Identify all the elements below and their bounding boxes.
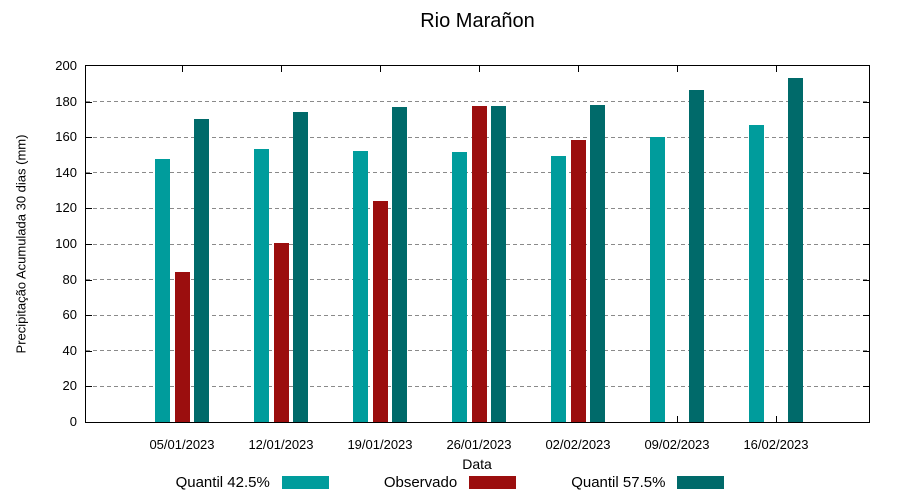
gridline xyxy=(86,101,869,103)
bar-quantil-57-5 xyxy=(689,90,704,422)
legend: Quantil 42.5% Observado Quantil 57.5% xyxy=(0,474,900,491)
bar-quantil-42-5 xyxy=(155,159,170,422)
bar-quantil-57-5 xyxy=(194,119,209,422)
y-tick-mark xyxy=(86,172,92,174)
y-tick-label: 120 xyxy=(55,200,77,216)
bar-quantil-57-5 xyxy=(788,78,803,422)
legend-item-quantil-57-5: Quantil 57.5% xyxy=(571,474,725,491)
x-tick-label: 26/01/2023 xyxy=(446,437,512,452)
legend-swatch-observado xyxy=(469,476,517,489)
legend-swatch-quantil-57-5 xyxy=(677,476,725,489)
y-tick-mark xyxy=(863,350,869,352)
bar-observado xyxy=(570,139,586,422)
y-tick-label: 200 xyxy=(55,58,77,73)
y-tick-mark xyxy=(863,244,869,245)
bar-quantil-57-5 xyxy=(392,106,407,422)
legend-label: Quantil 42.5% xyxy=(175,474,270,491)
y-tick-mark xyxy=(863,315,869,317)
y-tick-mark xyxy=(86,279,92,281)
x-tick-mark xyxy=(776,416,777,422)
y-tick-label: 0 xyxy=(69,414,77,429)
legend-item-quantil-42-5: Quantil 42.5% xyxy=(176,474,329,491)
y-tick-mark xyxy=(86,101,92,103)
bar-quantil-42-5 xyxy=(254,148,269,422)
x-tick-label: 05/01/2023 xyxy=(149,437,215,452)
x-tick-mark xyxy=(578,66,579,72)
bar-observado xyxy=(273,243,289,422)
x-tick-label: 12/01/2023 xyxy=(248,437,314,452)
legend-item-observado: Observado xyxy=(383,474,517,491)
y-tick-label: 140 xyxy=(55,164,77,180)
y-tick-mark xyxy=(863,208,869,210)
chart-title: Rio Marañon xyxy=(420,10,535,32)
bar-quantil-42-5 xyxy=(650,137,665,422)
y-tick-label: 100 xyxy=(55,236,77,251)
y-tick-mark xyxy=(86,350,92,352)
y-tick-label: 60 xyxy=(62,307,77,323)
y-tick-label: 80 xyxy=(62,271,77,287)
y-tick-mark xyxy=(863,137,869,139)
y-tick-mark xyxy=(86,315,92,317)
bar-observado xyxy=(471,106,487,422)
x-tick-label: 09/02/2023 xyxy=(644,437,710,452)
y-tick-label: 160 xyxy=(55,129,77,145)
bar-quantil-42-5 xyxy=(452,152,467,422)
plot-area xyxy=(85,65,870,423)
x-tick-mark xyxy=(182,66,183,72)
x-tick-mark xyxy=(677,416,678,422)
x-tick-label: 16/02/2023 xyxy=(743,437,809,452)
legend-label: Quantil 57.5% xyxy=(571,474,666,491)
x-tick-mark xyxy=(281,66,282,72)
y-tick-mark xyxy=(86,137,92,139)
bar-quantil-57-5 xyxy=(491,106,506,422)
x-tick-mark xyxy=(776,66,777,72)
y-tick-label: 40 xyxy=(62,342,77,358)
x-tick-label: 19/01/2023 xyxy=(347,437,413,452)
bar-quantil-42-5 xyxy=(353,150,368,422)
x-tick-mark xyxy=(677,66,678,72)
y-tick-mark xyxy=(86,244,92,245)
bar-observado xyxy=(372,201,388,422)
bar-quantil-42-5 xyxy=(749,124,764,422)
y-tick-label: 180 xyxy=(55,93,77,109)
y-tick-mark xyxy=(863,101,869,103)
bar-observado xyxy=(174,272,190,422)
y-tick-label: 20 xyxy=(62,378,77,394)
bar-quantil-57-5 xyxy=(590,105,605,422)
bar-quantil-42-5 xyxy=(551,155,566,422)
y-tick-mark xyxy=(863,172,869,174)
bar-quantil-57-5 xyxy=(293,112,308,422)
x-tick-label: 02/02/2023 xyxy=(545,437,611,452)
legend-swatch-quantil-42-5 xyxy=(281,476,329,489)
x-tick-mark xyxy=(380,66,381,72)
y-tick-mark xyxy=(86,208,92,210)
legend-label: Observado xyxy=(383,474,458,491)
y-tick-mark xyxy=(863,279,869,281)
x-tick-mark xyxy=(479,66,480,72)
x-axis-title: Data xyxy=(462,456,492,472)
y-tick-mark xyxy=(863,386,869,388)
y-tick-mark xyxy=(86,386,92,388)
